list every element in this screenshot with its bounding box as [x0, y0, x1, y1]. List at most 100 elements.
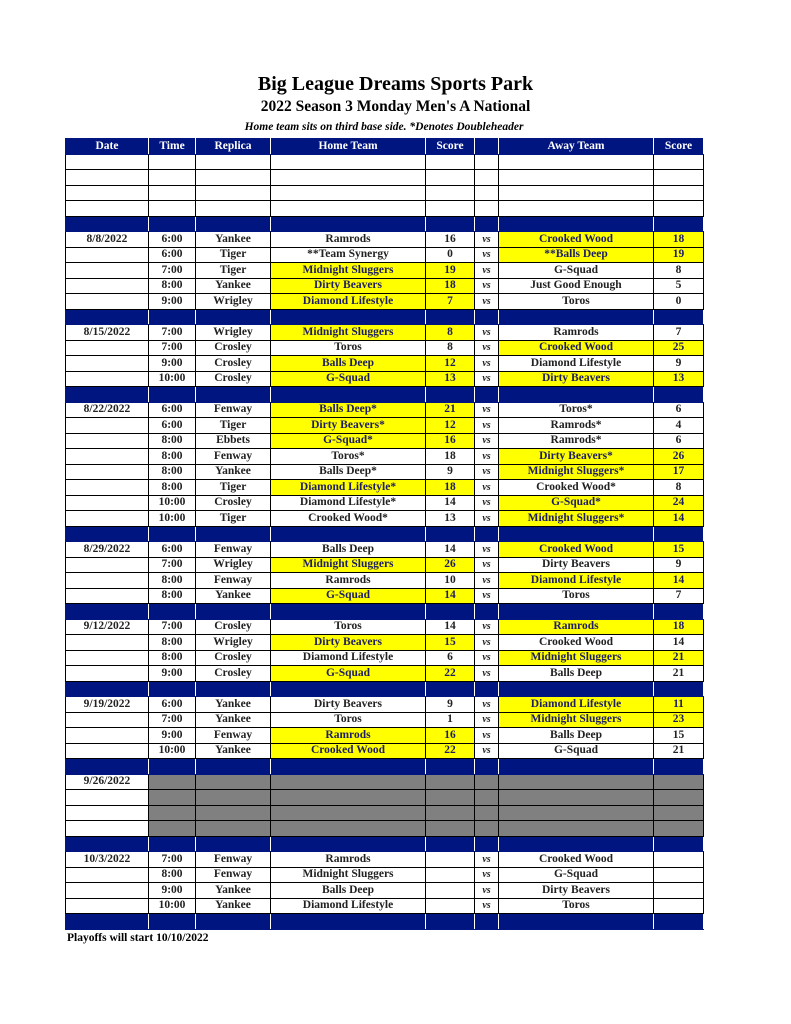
separator-cell — [195, 680, 271, 697]
game-row: 8/29/2022 6:00 Fenway Balls Deep 14 vs Crooked… — [65, 541, 704, 558]
home-team-cell — [270, 820, 426, 837]
date-cell: 8/22/2022 — [65, 401, 149, 418]
separator-cell — [270, 835, 426, 852]
game-row: 7:00 Tiger Midnight Sluggers 19 vs G-Squad 8 — [65, 262, 704, 279]
footer-note: Playoffs will start 10/10/2022 — [67, 932, 209, 944]
away-team-cell: Diamond Lifestyle — [498, 355, 654, 372]
replica-cell — [195, 169, 271, 186]
vs-cell: vs — [474, 339, 499, 356]
replica-cell — [195, 153, 271, 170]
vs-cell — [474, 804, 499, 821]
home-team-cell: Ramrods — [270, 572, 426, 589]
game-row: 8/15/2022 7:00 Wrigley Midnight Sluggers 8 vs… — [65, 324, 704, 341]
game-row: 9/12/2022 7:00 Crosley Toros 14 vs Ramrods 18 — [65, 618, 704, 635]
away-team-cell — [498, 169, 654, 186]
separator-cell — [653, 308, 704, 325]
away-team-cell: **Balls Deep — [498, 246, 654, 263]
separator-cell — [498, 680, 654, 697]
separator-cell — [65, 386, 149, 403]
game-row: 9/26/2022 — [65, 773, 704, 790]
time-cell: 8:00 — [148, 432, 196, 449]
time-cell: 8:00 — [148, 572, 196, 589]
vs-cell: vs — [474, 634, 499, 651]
time-cell — [148, 789, 196, 806]
home-score-cell: 8 — [425, 324, 475, 341]
game-row: 7:00 Crosley Toros 8 vs Crooked Wood 25 — [65, 339, 704, 356]
replica-cell: Wrigley — [195, 324, 271, 341]
replica-cell: Tiger — [195, 479, 271, 496]
vs-cell: vs — [474, 649, 499, 666]
game-row: 8/8/2022 6:00 Yankee Ramrods 16 vs Crooked Woo… — [65, 231, 704, 248]
replica-cell: Tiger — [195, 246, 271, 263]
home-score-cell — [425, 789, 475, 806]
away-score-cell: 9 — [653, 355, 704, 372]
separator-cell — [425, 308, 475, 325]
home-team-cell: Dirty Beavers — [270, 696, 426, 713]
home-team-cell: Dirty Beavers — [270, 277, 426, 294]
time-cell: 6:00 — [148, 417, 196, 434]
game-row: 10:00 Crosley Diamond Lifestyle* 14 vs G-Squa… — [65, 494, 704, 511]
replica-cell: Crosley — [195, 339, 271, 356]
game-row — [65, 169, 704, 186]
date-cell — [65, 246, 149, 263]
time-cell: 8:00 — [148, 587, 196, 604]
time-cell: 8:00 — [148, 634, 196, 651]
vs-cell: vs — [474, 510, 499, 527]
time-cell — [148, 184, 196, 201]
separator-cell — [270, 913, 426, 930]
home-score-cell: 9 — [425, 696, 475, 713]
away-score-cell — [653, 153, 704, 170]
vs-cell: vs — [474, 417, 499, 434]
separator-cell — [65, 758, 149, 775]
week-separator — [65, 835, 704, 852]
time-cell: 7:00 — [148, 339, 196, 356]
separator-cell — [425, 758, 475, 775]
home-score-cell — [425, 169, 475, 186]
home-score-cell: 14 — [425, 587, 475, 604]
time-cell — [148, 200, 196, 217]
time-cell: 6:00 — [148, 696, 196, 713]
time-cell: 10:00 — [148, 742, 196, 759]
separator-cell — [148, 835, 196, 852]
replica-cell — [195, 773, 271, 790]
replica-cell: Crosley — [195, 618, 271, 635]
game-row: 8:00 Crosley Diamond Lifestyle 6 vs Midnight … — [65, 649, 704, 666]
col-replica: Replica — [195, 138, 271, 155]
separator-cell — [270, 215, 426, 232]
time-cell — [148, 804, 196, 821]
game-row: 8:00 Yankee Dirty Beavers 18 vs Just Good Eno… — [65, 277, 704, 294]
home-team-cell: Diamond Lifestyle — [270, 649, 426, 666]
date-cell — [65, 634, 149, 651]
replica-cell: Fenway — [195, 448, 271, 465]
home-score-cell — [425, 897, 475, 914]
replica-cell: Yankee — [195, 897, 271, 914]
week-separator — [65, 308, 704, 325]
vs-cell — [474, 169, 499, 186]
separator-cell — [474, 386, 499, 403]
home-team-cell: Balls Deep* — [270, 401, 426, 418]
replica-cell — [195, 789, 271, 806]
vs-cell: vs — [474, 696, 499, 713]
separator-cell — [425, 603, 475, 620]
vs-cell: vs — [474, 618, 499, 635]
time-cell: 9:00 — [148, 293, 196, 310]
time-cell: 8:00 — [148, 479, 196, 496]
home-team-cell: Midnight Sluggers — [270, 262, 426, 279]
away-team-cell — [498, 789, 654, 806]
replica-cell: Crosley — [195, 355, 271, 372]
home-score-cell — [425, 820, 475, 837]
game-row: 7:00 Wrigley Midnight Sluggers 26 vs Dirty Be… — [65, 556, 704, 573]
game-row: 10:00 Crosley G-Squad 13 vs Dirty Beavers 13 — [65, 370, 704, 387]
away-score-cell: 6 — [653, 401, 704, 418]
replica-cell: Tiger — [195, 510, 271, 527]
vs-cell: vs — [474, 355, 499, 372]
separator-cell — [498, 758, 654, 775]
away-team-cell: Toros — [498, 897, 654, 914]
separator-cell — [270, 603, 426, 620]
home-score-cell: 14 — [425, 618, 475, 635]
game-row: 6:00 Tiger **Team Synergy 0 vs **Balls Deep 19 — [65, 246, 704, 263]
home-score-cell — [425, 184, 475, 201]
home-score-cell: 12 — [425, 417, 475, 434]
replica-cell: Yankee — [195, 463, 271, 480]
replica-cell: Yankee — [195, 277, 271, 294]
